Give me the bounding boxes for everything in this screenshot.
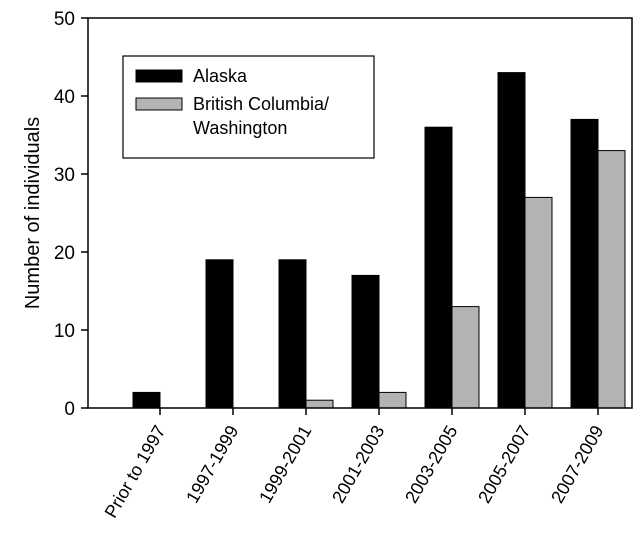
bar-alaska	[132, 391, 161, 409]
bars	[132, 72, 626, 409]
legend-label: Alaska	[193, 66, 248, 86]
y-tick-label: 0	[64, 399, 75, 420]
y-tick-label: 10	[54, 321, 75, 342]
bar-british-columbia-washington	[597, 150, 626, 409]
legend-swatch	[135, 69, 183, 83]
y-tick-label: 40	[54, 87, 75, 108]
x-tick-label: 1999-2001	[255, 422, 315, 507]
y-axis: 0 10 20 30 40 50	[54, 9, 88, 420]
x-tick-label: 2001-2003	[328, 422, 388, 507]
y-axis-label: Number of individuals	[22, 117, 44, 309]
x-tick-label: 2003-2005	[401, 422, 461, 507]
bar-alaska	[205, 259, 234, 409]
legend-label: Washington	[193, 118, 287, 138]
x-tick-label: 1997-1999	[182, 422, 242, 507]
y-tick-label: 20	[54, 243, 75, 264]
legend: Alaska British Columbia/Washington	[122, 55, 375, 159]
bar-alaska	[278, 259, 307, 409]
bar-british-columbia-washington	[305, 399, 334, 409]
bar-alaska	[497, 72, 526, 409]
plot-frame	[87, 17, 633, 409]
x-tick-label: Prior to 1997	[101, 422, 170, 521]
y-tick-label: 50	[54, 9, 75, 30]
x-tick-label: 2005-2007	[474, 422, 534, 507]
x-tick-label: 2007-2009	[547, 422, 607, 507]
bar-british-columbia-washington	[524, 196, 553, 409]
bar-alaska	[570, 118, 599, 409]
bar-british-columbia-washington	[378, 391, 407, 409]
legend-swatch	[135, 97, 183, 111]
bar-alaska	[351, 274, 380, 409]
bar-alaska	[424, 126, 453, 409]
y-tick-label: 30	[54, 165, 75, 186]
legend-label: British Columbia/	[193, 94, 329, 114]
x-axis: Prior to 1997 1997-1999 1999-2001 2001-2003…	[101, 408, 607, 521]
bar-british-columbia-washington	[451, 306, 480, 409]
